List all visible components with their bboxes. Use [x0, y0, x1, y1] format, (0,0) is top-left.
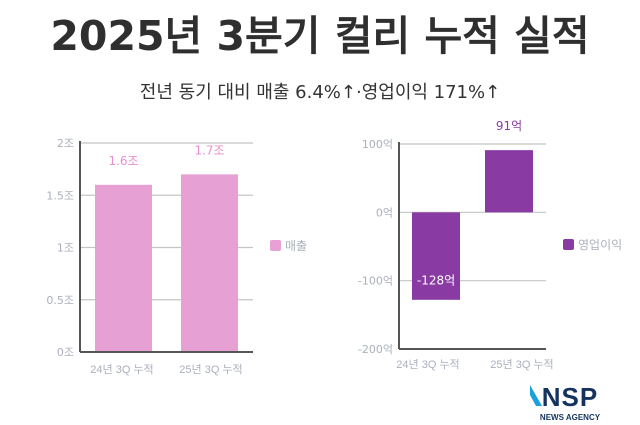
- data-label: 1.6조: [108, 154, 138, 168]
- data-label: 91억: [496, 119, 522, 133]
- y-tick-label: 1조: [57, 242, 74, 255]
- y-tick-label: 0.5조: [46, 294, 74, 307]
- y-tick-label: 0억: [376, 206, 393, 219]
- bar-0: [412, 212, 460, 300]
- logo-accent-shape: [530, 385, 542, 406]
- y-tick-label: -100억: [358, 275, 393, 288]
- nsp-logo: NSP NEWS AGENCY: [530, 382, 601, 422]
- y-tick-label: 2조: [57, 137, 74, 150]
- y-tick-label: 100억: [362, 138, 393, 151]
- bar-0: [95, 184, 152, 352]
- infographic-title: 2025년 3분기 컬리 누적 실적: [50, 12, 590, 60]
- data-label: 1.7조: [194, 143, 224, 157]
- data-label: -128억: [417, 274, 455, 288]
- y-tick-label: -200억: [358, 343, 393, 356]
- x-tick-label: 24년 3Q 누적: [90, 363, 153, 376]
- x-tick-label: 25년 3Q 누적: [490, 358, 553, 371]
- bar-1: [485, 150, 533, 213]
- legend-swatch: [270, 240, 281, 251]
- legend-swatch: [563, 239, 574, 250]
- infographic-subtitle: 전년 동기 대비 매출 6.4%↑·영업이익 171%↑: [139, 82, 501, 103]
- x-tick-label: 25년 3Q 누적: [179, 363, 242, 376]
- y-tick-label: 0조: [57, 346, 74, 359]
- legend-label: 매출: [285, 239, 307, 253]
- bar-1: [181, 174, 238, 352]
- logo-mark: NSP: [542, 382, 598, 412]
- y-tick-label: 1.5조: [46, 189, 74, 202]
- legend-label: 영업이익: [578, 238, 622, 252]
- logo-subtext: NEWS AGENCY: [540, 413, 601, 422]
- x-tick-label: 24년 3Q 누적: [396, 358, 459, 371]
